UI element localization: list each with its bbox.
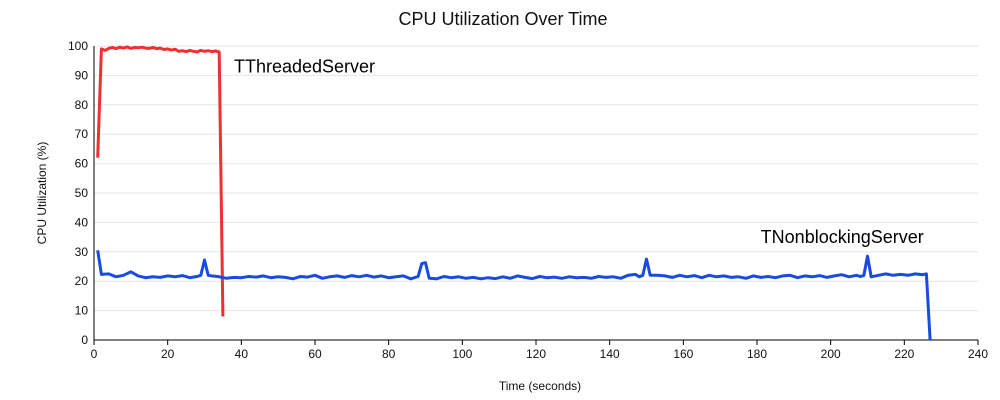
x-tick-label: 120 bbox=[526, 347, 546, 361]
grid-layer bbox=[94, 45, 978, 312]
y-tick-label: 100 bbox=[68, 39, 88, 53]
x-axis-label: Time (seconds) bbox=[499, 379, 581, 393]
x-tick-label: 220 bbox=[894, 347, 914, 361]
x-tick-label: 140 bbox=[600, 347, 620, 361]
x-tick-label: 80 bbox=[382, 347, 396, 361]
x-tick-label: 20 bbox=[161, 347, 175, 361]
x-tick-label: 40 bbox=[235, 347, 249, 361]
chart-title: CPU Utilization Over Time bbox=[398, 9, 607, 29]
y-tick-label: 80 bbox=[75, 98, 89, 112]
y-tick-label: 60 bbox=[75, 157, 89, 171]
series-label-tnonblockingserver: TNonblockingServer bbox=[761, 227, 924, 247]
y-axis-label: CPU Utilization (%) bbox=[35, 142, 49, 245]
x-tick-label: 160 bbox=[673, 347, 693, 361]
y-tick-label: 0 bbox=[81, 333, 88, 347]
y-tick-label: 40 bbox=[75, 215, 89, 229]
series-label-layer: TThreadedServer TNonblockingServer bbox=[234, 56, 924, 247]
y-tick-label: 90 bbox=[75, 68, 89, 82]
x-tick-label: 200 bbox=[821, 347, 841, 361]
y-tick-label: 30 bbox=[75, 245, 89, 259]
y-tick-label: 50 bbox=[75, 186, 89, 200]
series-layer bbox=[96, 45, 932, 341]
series-line-tthreadedserver bbox=[96, 45, 225, 317]
series-line-tnonblockingserver bbox=[96, 250, 932, 341]
x-tick-label: 0 bbox=[91, 347, 98, 361]
x-tick-label: 100 bbox=[452, 347, 472, 361]
y-tick-label: 10 bbox=[75, 304, 89, 318]
x-tick-label: 240 bbox=[968, 347, 988, 361]
axis-layer: 0 10 20 30 40 50 60 70 80 90 100 0 20 40 60 80 100 120 140… bbox=[68, 39, 988, 361]
series-label-tthreadedserver: TThreadedServer bbox=[234, 56, 375, 76]
y-tick-label: 20 bbox=[75, 274, 89, 288]
x-tick-label: 180 bbox=[747, 347, 767, 361]
x-tick-label: 60 bbox=[308, 347, 322, 361]
y-tick-label: 70 bbox=[75, 127, 89, 141]
